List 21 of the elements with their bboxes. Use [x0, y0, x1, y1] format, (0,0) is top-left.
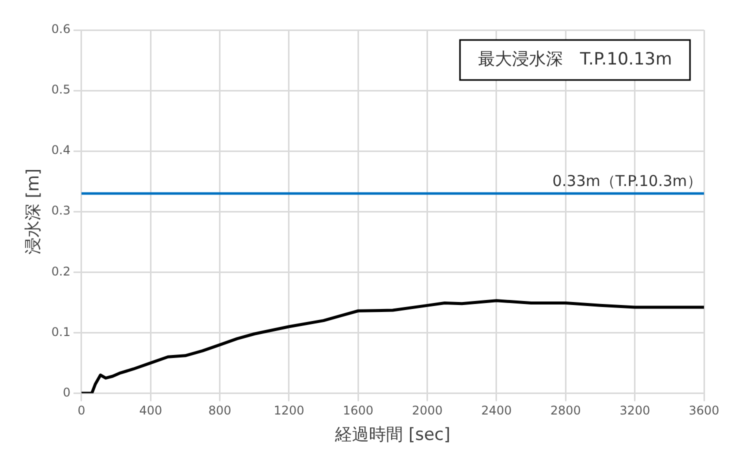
- x-axis-title: 経過時間 [sec]: [334, 425, 450, 446]
- annotation: 最大浸水深 T.P.10.13m: [478, 49, 672, 70]
- y-tick-label: 0: [62, 385, 70, 400]
- x-tick-label: 2400: [481, 404, 512, 418]
- y-tick-label: 0.6: [51, 22, 70, 36]
- ref-line-label: 0.33m（T.P.10.3m）: [552, 172, 702, 190]
- x-tick-label: 0: [78, 404, 86, 418]
- x-tick-label: 2000: [412, 404, 443, 418]
- x-tick-label: 800: [208, 404, 232, 418]
- y-axis-title: 浸水深 [m]: [24, 168, 44, 255]
- x-tick-label: 3200: [620, 404, 650, 418]
- x-tick-label: 400: [139, 404, 162, 418]
- x-tick-label: 1600: [342, 404, 374, 418]
- y-tick-label: 0.2: [51, 264, 70, 278]
- y-tick-label: 0.3: [51, 204, 70, 218]
- y-tick-label: 0.1: [51, 324, 70, 339]
- x-tick-label: 3600: [688, 404, 720, 418]
- x-tick-label: 2800: [550, 404, 581, 418]
- x-tick-label: 1200: [274, 404, 304, 418]
- y-tick-label: 0.5: [51, 82, 70, 97]
- y-tick-label: 0.4: [51, 143, 70, 158]
